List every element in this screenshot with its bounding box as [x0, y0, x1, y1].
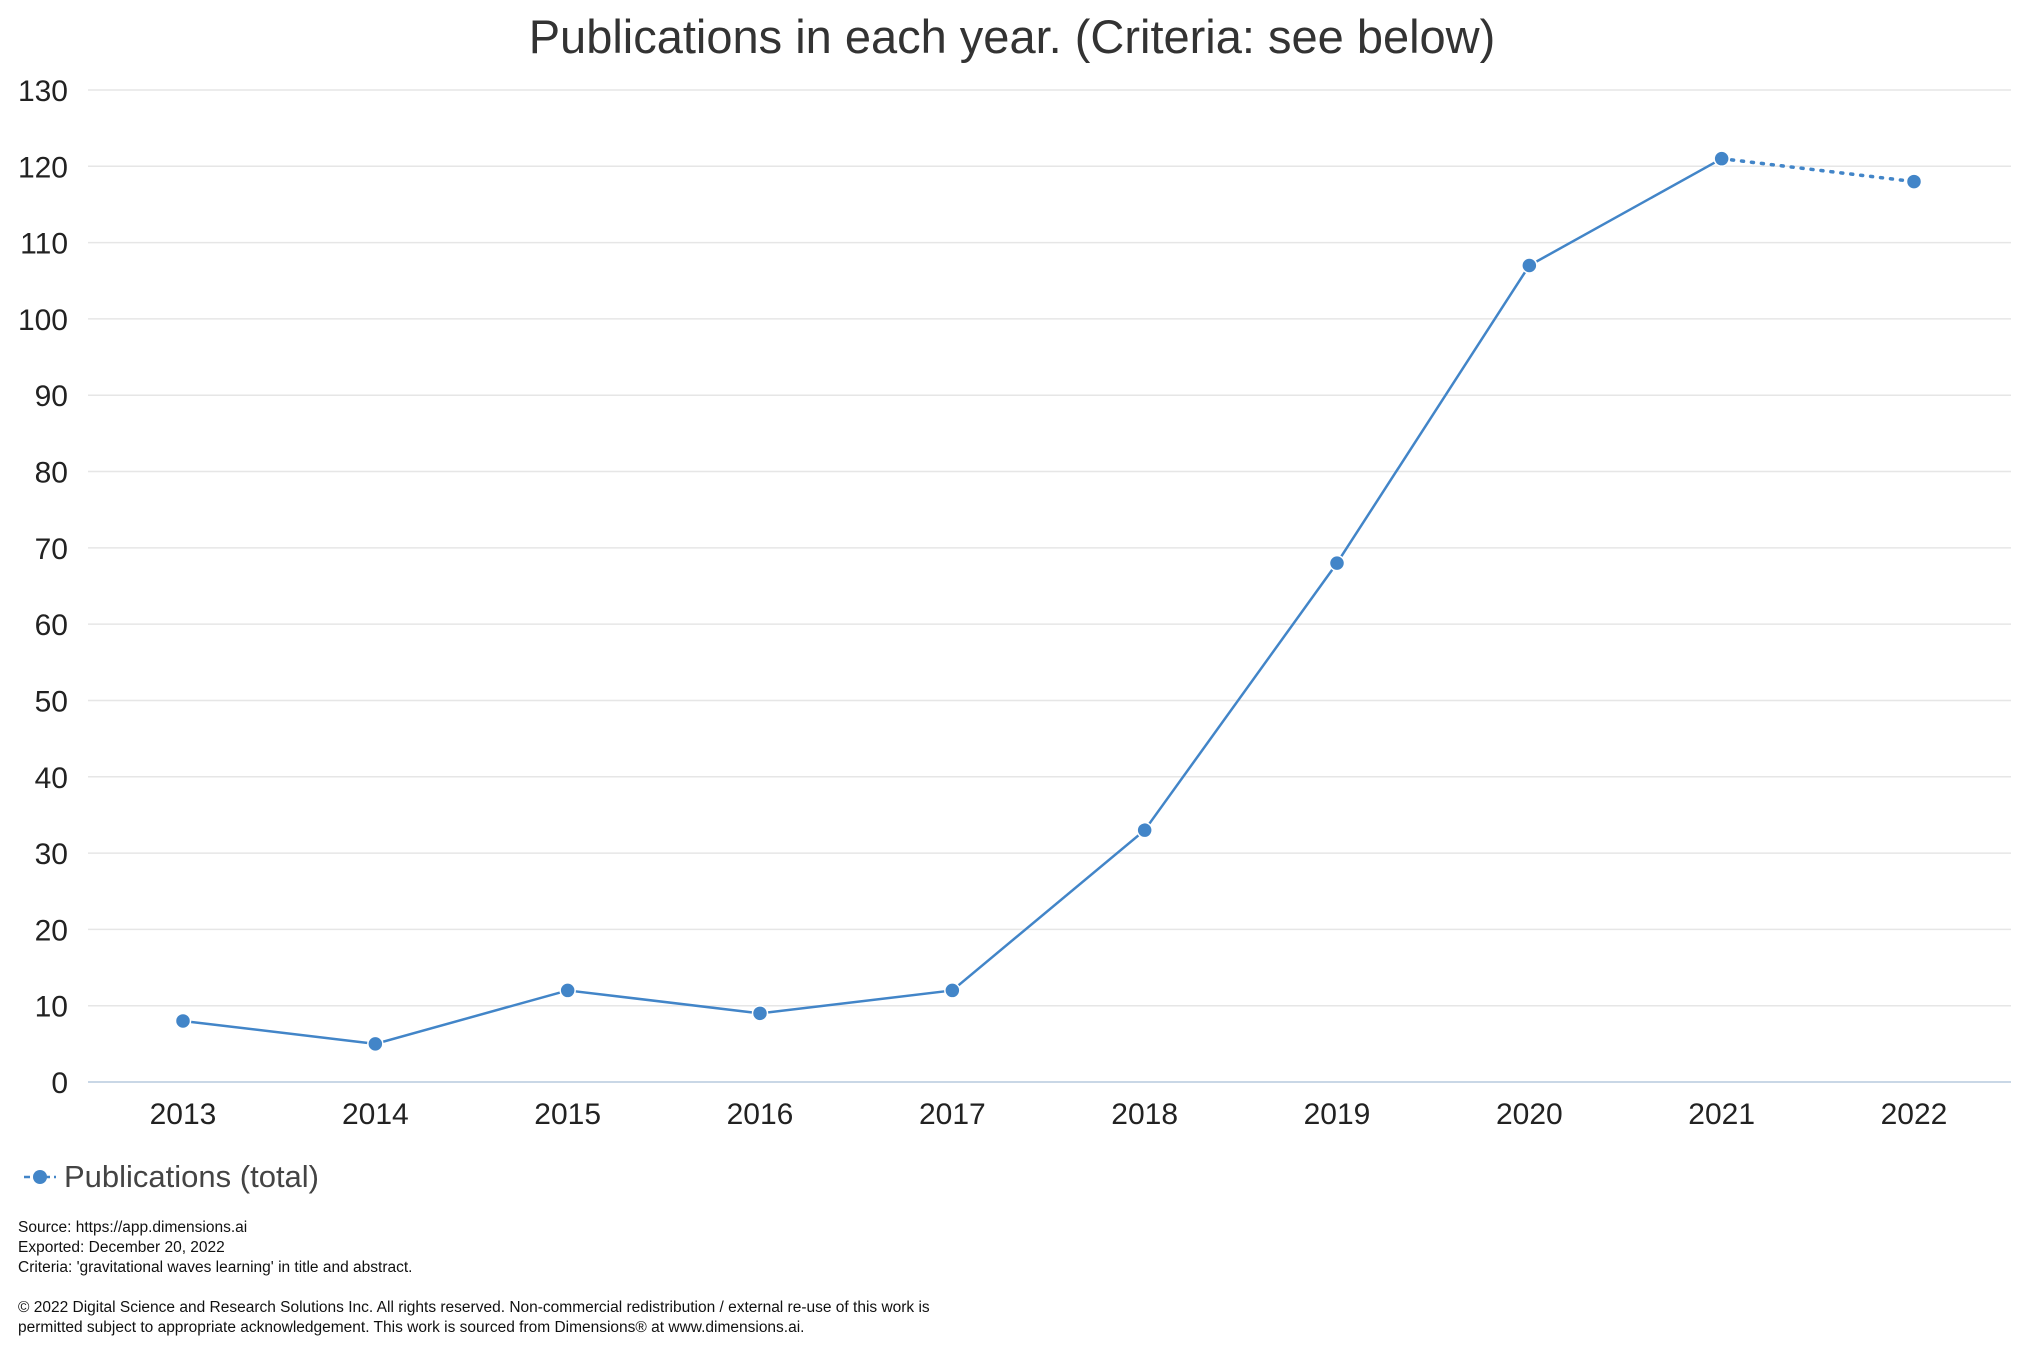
data-point[interactable] [559, 982, 576, 999]
series-segment-dotted [1719, 156, 1916, 184]
x-tick-label: 2022 [1881, 1098, 1948, 1131]
y-tick-label: 110 [20, 228, 68, 261]
y-tick-label: 60 [35, 609, 68, 642]
x-tick-label: 2016 [727, 1098, 794, 1131]
legend-marker-icon [33, 1170, 47, 1184]
y-tick-label: 130 [18, 75, 68, 108]
series-segment [182, 1019, 376, 1046]
exported-text: Exported: December 20, 2022 [18, 1239, 225, 1256]
data-point[interactable] [1328, 554, 1346, 572]
source-text: Source: https://app.dimensions.ai [18, 1219, 248, 1236]
y-tick-label: 80 [35, 457, 68, 490]
data-point[interactable] [1521, 257, 1538, 274]
y-tick-label: 70 [35, 533, 68, 566]
x-tick-label: 2020 [1496, 1098, 1563, 1131]
y-tick-label: 40 [35, 762, 68, 795]
line-chart: Publications in each year. (Criteria: se… [18, 10, 2011, 1194]
x-tick-label: 2014 [342, 1098, 409, 1131]
data-point[interactable] [751, 1005, 769, 1022]
data-point[interactable] [944, 982, 961, 999]
y-tick-label: 50 [35, 685, 68, 718]
y-tick-label: 120 [18, 151, 68, 184]
legend[interactable]: Publications (total) [24, 1159, 319, 1194]
data-point[interactable] [174, 1012, 192, 1030]
y-tick-label: 30 [35, 838, 68, 871]
data-point[interactable] [1713, 150, 1730, 167]
series-segment [951, 829, 1146, 992]
x-tick-label: 2019 [1304, 1098, 1371, 1131]
data-point[interactable] [1136, 821, 1153, 839]
criteria-text: Criteria: 'gravitational waves learning'… [18, 1259, 413, 1276]
series-segment [567, 989, 761, 1015]
series-segment [1335, 264, 1531, 564]
y-tick-label: 0 [51, 1067, 68, 1100]
series-segment [374, 989, 569, 1046]
copyright-text-2: permitted subject to appropriate acknowl… [18, 1319, 805, 1336]
legend-label: Publications (total) [64, 1159, 319, 1194]
x-tick-label: 2018 [1111, 1098, 1178, 1131]
footer: Source: https://app.dimensions.ai Export… [18, 1218, 930, 1338]
copyright-text-1: © 2022 Digital Science and Research Solu… [18, 1299, 930, 1316]
y-tick-label: 10 [35, 991, 68, 1024]
x-tick-label: 2015 [534, 1098, 601, 1131]
series-segment [1528, 157, 1723, 267]
y-tick-label: 90 [35, 380, 68, 413]
y-tick-label: 100 [18, 304, 68, 337]
y-tick-label: 20 [35, 914, 68, 947]
series-segment [1143, 562, 1339, 831]
data-point[interactable] [1905, 173, 1923, 190]
x-tick-label: 2013 [150, 1098, 217, 1131]
chart-title: Publications in each year. (Criteria: se… [529, 10, 1496, 63]
series-segment [759, 989, 953, 1015]
x-tick-label: 2021 [1688, 1098, 1755, 1131]
data-point[interactable] [367, 1035, 384, 1053]
x-tick-label: 2017 [919, 1098, 986, 1131]
